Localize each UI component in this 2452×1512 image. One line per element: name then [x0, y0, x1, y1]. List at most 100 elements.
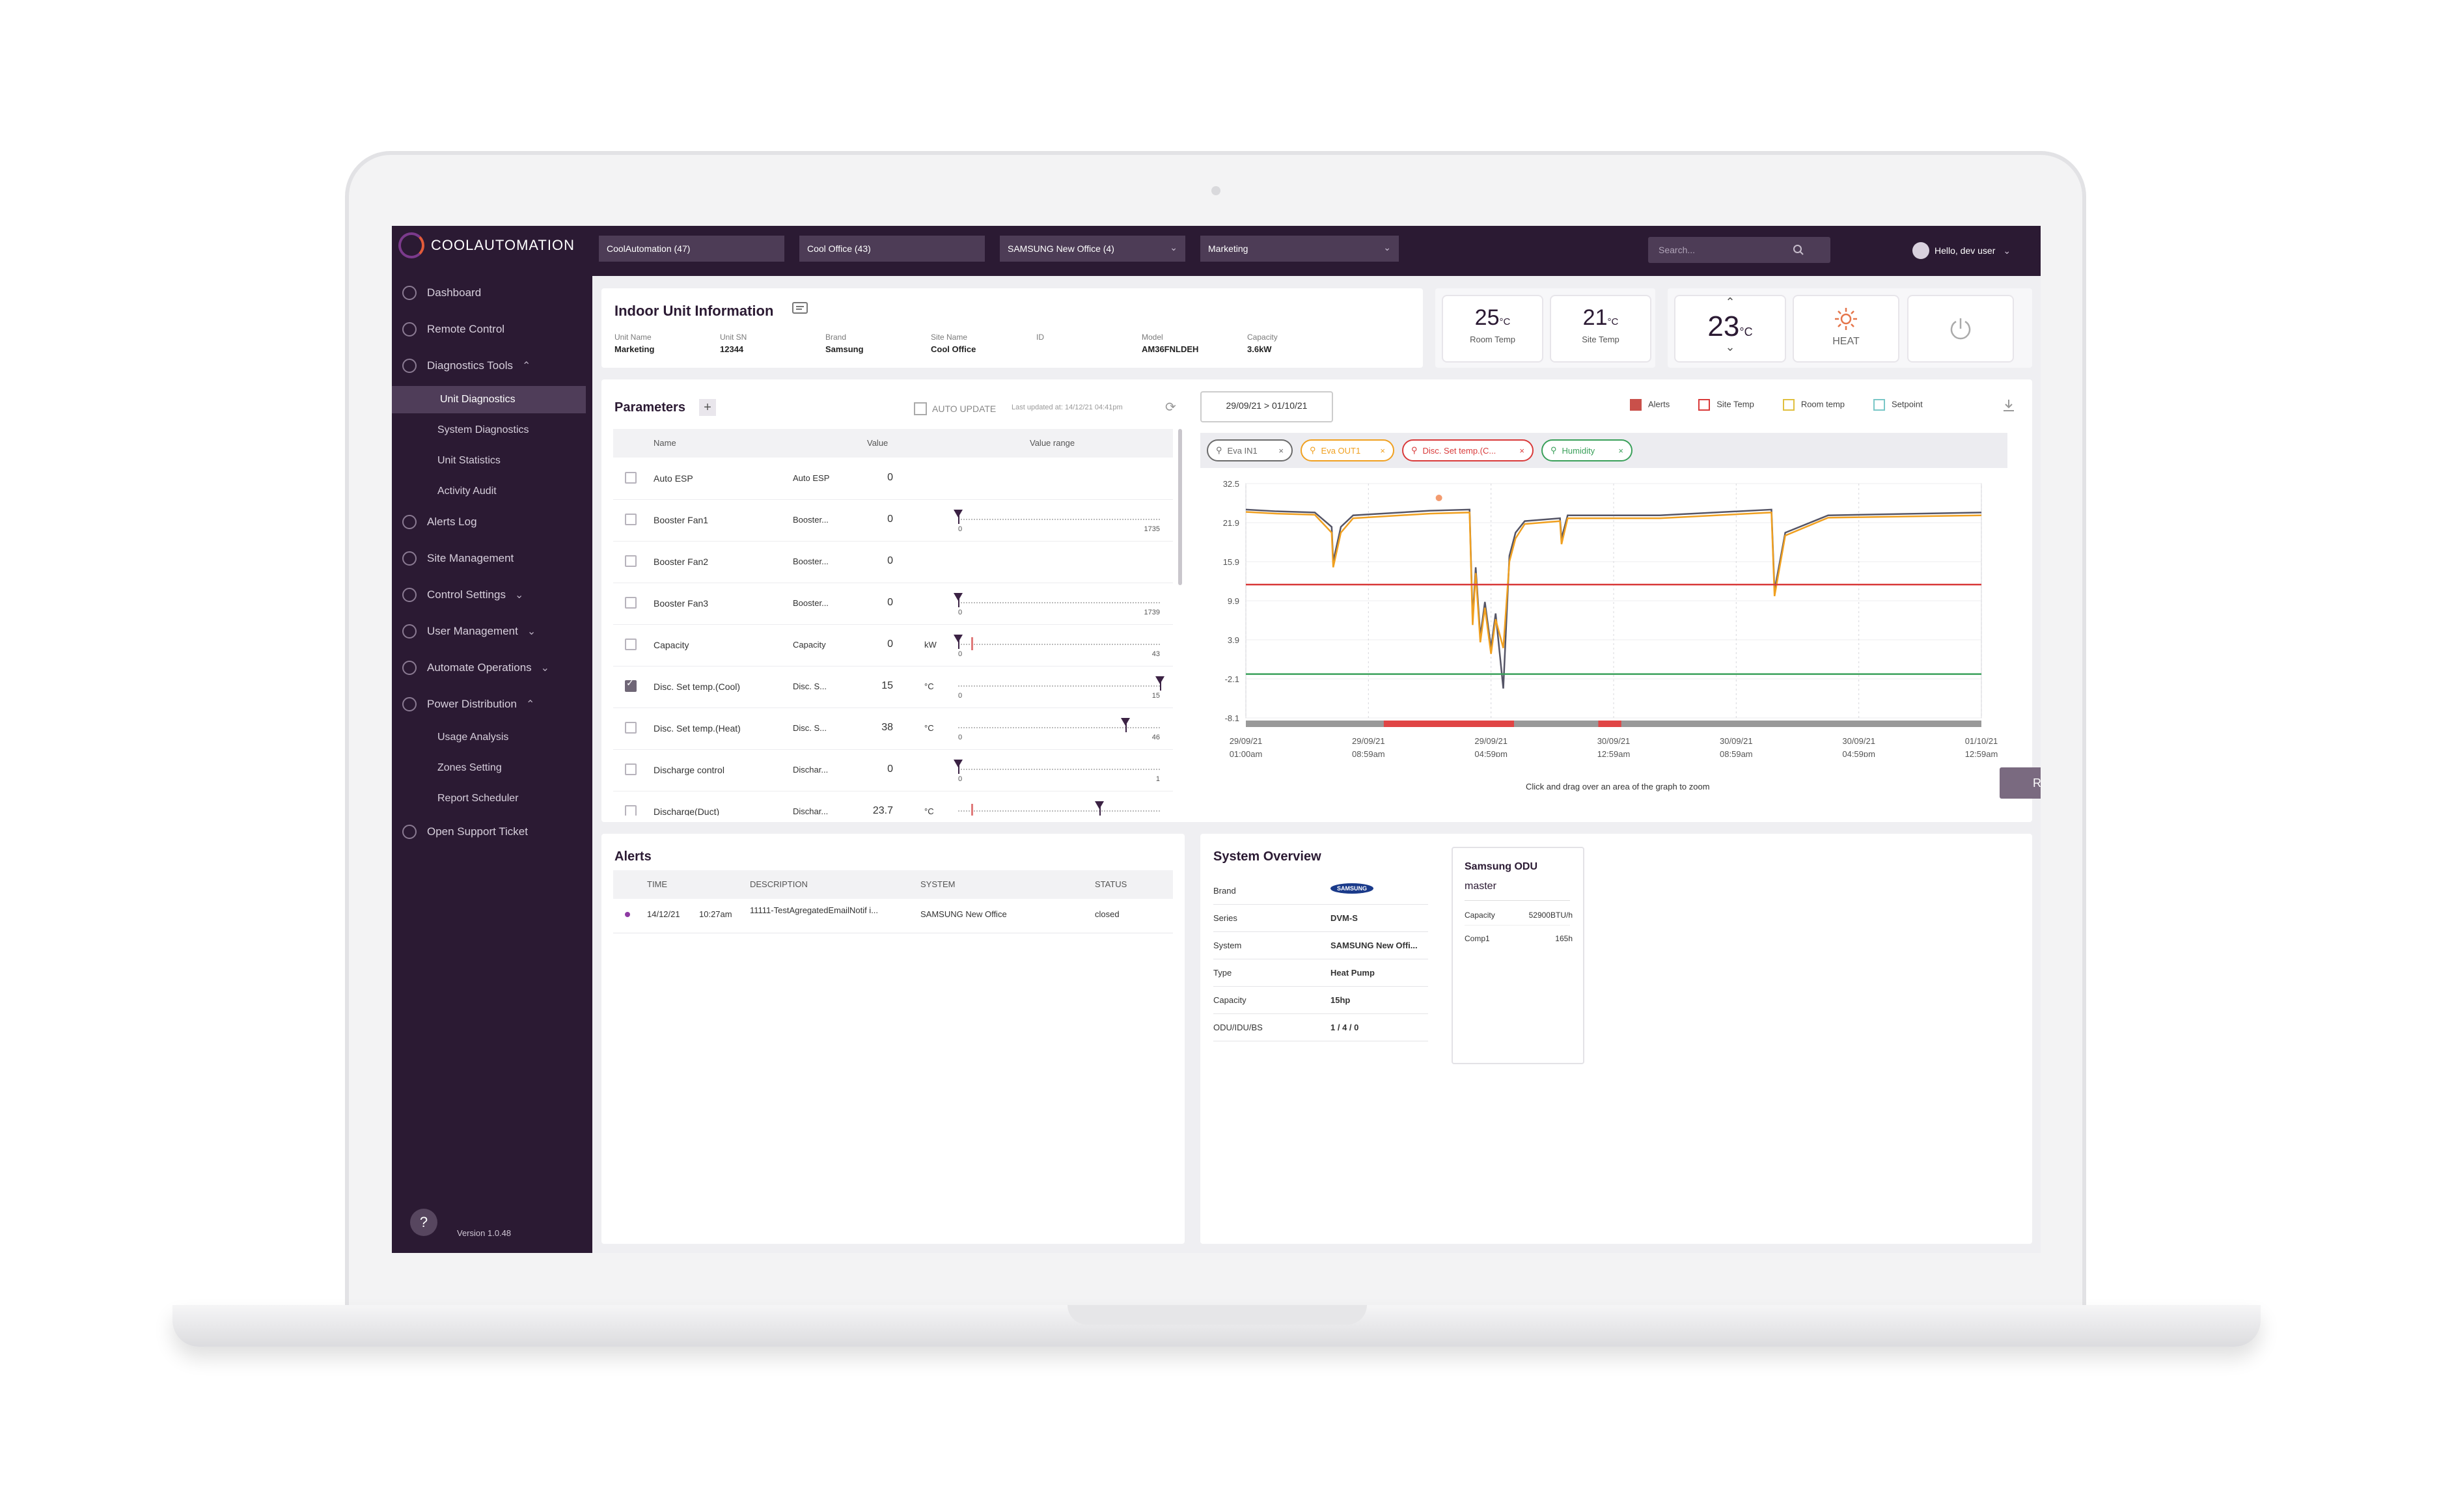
legend-item[interactable]: Setpoint [1873, 399, 1923, 411]
range-alert-marker [971, 637, 973, 650]
sidebar-item-dashboard[interactable]: Dashboard [392, 278, 592, 308]
parameter-row[interactable]: Discharge(Duct) Dischar... 23.7 °C [613, 791, 1173, 816]
odu-card[interactable]: Samsung ODU master Capacity 52900BTU/h Co… [1452, 847, 1584, 1064]
add-parameter-icon[interactable]: + [699, 399, 716, 416]
sidebar-item-remote-control[interactable]: Remote Control [392, 314, 592, 344]
sidebar-item-automate-operations[interactable]: Automate Operations ⌄ [392, 653, 592, 683]
auto-update-toggle[interactable]: AUTO UPDATE [914, 402, 996, 415]
chart-x-tick-date: 29/09/21 [1352, 736, 1385, 746]
refresh-icon[interactable]: ⟳ [1165, 400, 1176, 415]
legend-checkbox[interactable] [1782, 399, 1795, 411]
sidebar-item-site-management[interactable]: Site Management [392, 543, 592, 573]
parameter-checkbox[interactable] [625, 555, 637, 567]
sidebar-subitem-unit-diagnostics[interactable]: Unit Diagnostics [392, 386, 586, 413]
sensor-icon: ⚲ [1550, 445, 1557, 455]
alert-status: closed [1095, 909, 1120, 919]
power-tile[interactable] [1907, 295, 2014, 363]
close-icon[interactable]: × [1278, 445, 1284, 456]
parameter-row[interactable]: Capacity Capacity 0 kW 0 43 [613, 624, 1173, 667]
unit-info-field-label: Model [1142, 333, 1163, 342]
parameter-row[interactable]: Disc. Set temp.(Heat) Disc. S... 38 °C 0 46 [613, 708, 1173, 750]
alert-row[interactable]: 14/12/21 10:27am 11111-TestAgregatedEmai… [613, 899, 1173, 933]
chart-x-tick-date: 30/09/21 [1720, 736, 1753, 746]
parameter-short: Disc. S... [793, 681, 827, 691]
close-icon[interactable]: × [1519, 445, 1524, 456]
column-status: STATUS [1095, 879, 1127, 889]
series-chip[interactable]: ⚲ Eva OUT1 × [1301, 439, 1394, 461]
chevron-up-icon: ⌃ [521, 361, 531, 372]
parameter-checkbox[interactable] [625, 763, 637, 775]
parameter-row[interactable]: Booster Fan3 Booster... 0 0 1739 [613, 583, 1173, 625]
search-input[interactable]: Search... [1648, 237, 1830, 263]
parameter-checkbox[interactable] [625, 514, 637, 525]
logo[interactable]: COOLAUTOMATION [398, 232, 575, 258]
legend-item[interactable]: Site Temp [1698, 399, 1754, 411]
legend-item[interactable]: Room temp [1782, 399, 1845, 411]
close-icon[interactable]: × [1618, 445, 1623, 456]
setpoint-down-icon[interactable]: ⌄ [1725, 340, 1735, 353]
range-track [958, 602, 1160, 603]
parameter-checkbox[interactable] [625, 472, 637, 484]
scrollbar[interactable] [1178, 429, 1182, 585]
legend-checkbox[interactable] [1630, 399, 1642, 411]
last-updated-label: Last updated at: 14/12/21 04:41pm [1012, 404, 1123, 411]
date-range-picker[interactable]: 29/09/21 > 01/10/21 [1200, 391, 1333, 422]
setpoint-up-icon[interactable]: ⌃ [1725, 296, 1735, 309]
legend-checkbox[interactable] [1698, 399, 1711, 411]
reset-zoom-button[interactable]: Reset Zoom [2000, 767, 2041, 799]
parameter-checkbox[interactable] [625, 680, 637, 692]
sidebar-subitem-zones-setting[interactable]: Zones Setting [437, 762, 502, 773]
parameters-table: Auto ESP Auto ESP 0 Booster Fan1 Booster... 0… [613, 458, 1173, 816]
sidebar-subitem-report-scheduler[interactable]: Report Scheduler [437, 793, 519, 804]
sidebar-item-alerts-log[interactable]: Alerts Log [392, 507, 592, 537]
legend-checkbox[interactable] [1873, 399, 1886, 411]
customer-filter-dropdown[interactable]: CoolAutomation (47) [599, 236, 784, 262]
parameter-row[interactable]: Auto ESP Auto ESP 0 [613, 458, 1173, 500]
parameter-row[interactable]: Booster Fan2 Booster... 0 [613, 541, 1173, 583]
sidebar-subitem-system-diagnostics[interactable]: System Diagnostics [437, 424, 529, 435]
range-min: 0 [958, 650, 963, 658]
sidebar-subitem-unit-statistics[interactable]: Unit Statistics [437, 455, 501, 466]
parameter-row[interactable]: ✓ Disc. Set temp.(Cool) Disc. S... 15 °C 0 15 [613, 666, 1173, 708]
close-icon[interactable]: × [1380, 445, 1385, 456]
series-chip[interactable]: ⚲ Humidity × [1541, 439, 1632, 461]
parameter-checkbox[interactable] [625, 639, 637, 650]
parameter-checkbox[interactable] [625, 805, 637, 816]
diagnostics-icon [402, 359, 417, 373]
user-menu[interactable]: Hello, dev user ⌄ [1912, 238, 2011, 264]
parameter-checkbox[interactable] [625, 722, 637, 734]
notes-icon[interactable] [792, 301, 808, 317]
legend-item[interactable]: Alerts [1630, 399, 1670, 411]
system-overview-row: Brand SAMSUNG [1213, 877, 1428, 905]
unit-info-field-value: Cool Office [931, 344, 976, 354]
parameter-checkbox[interactable] [625, 597, 637, 609]
series-chip[interactable]: ⚲ Disc. Set temp.(C... × [1402, 439, 1534, 461]
system-filter-dropdown[interactable]: SAMSUNG New Office (4) ⌄ [1000, 236, 1185, 262]
sidebar-item-user-management[interactable]: User Management ⌄ [392, 616, 592, 646]
sidebar-item-diagnostics-tools[interactable]: Diagnostics Tools ⌃ [392, 351, 592, 381]
parameter-value: 0 [887, 597, 893, 608]
help-button[interactable]: ? [410, 1209, 437, 1236]
series-chip[interactable]: ⚲ Eva IN1 × [1207, 439, 1293, 461]
parameter-row[interactable]: Discharge control Dischar... 0 0 1 [613, 749, 1173, 791]
parameter-chart[interactable]: 32.5 21.9 15.9 9.9 3.9 -2.1 -8.1 29/09/21 01:00a… [1200, 471, 2007, 757]
site-filter-dropdown[interactable]: Cool Office (43) [799, 236, 985, 262]
parameter-row[interactable]: Booster Fan1 Booster... 0 0 1735 [613, 499, 1173, 542]
range-marker-line [958, 593, 959, 607]
unit-filter-dropdown[interactable]: Marketing ⌄ [1200, 236, 1399, 262]
column-name: Name [654, 438, 676, 448]
params-graph-card: Parameters + AUTO UPDATE Last updated at… [601, 379, 2041, 822]
mode-tile[interactable]: HEAT [1793, 295, 1899, 363]
sidebar-item-control-settings[interactable]: Control Settings ⌄ [392, 580, 592, 610]
sensor-icon: ⚲ [1310, 445, 1316, 455]
range-min: 0 [958, 525, 963, 533]
sidebar-item-open-support-ticket[interactable]: Open Support Ticket [392, 817, 592, 847]
sensor-icon: ⚲ [1216, 445, 1222, 455]
download-icon[interactable] [2001, 398, 2017, 413]
sidebar-item-label: Dashboard [427, 286, 482, 299]
power-icon [402, 697, 417, 711]
sidebar-subitem-activity-audit[interactable]: Activity Audit [437, 486, 497, 497]
sidebar-item-power-distribution[interactable]: Power Distribution ⌃ [392, 689, 592, 719]
range-max: 46 [1151, 734, 1160, 741]
sidebar-subitem-usage-analysis[interactable]: Usage Analysis [437, 732, 509, 743]
